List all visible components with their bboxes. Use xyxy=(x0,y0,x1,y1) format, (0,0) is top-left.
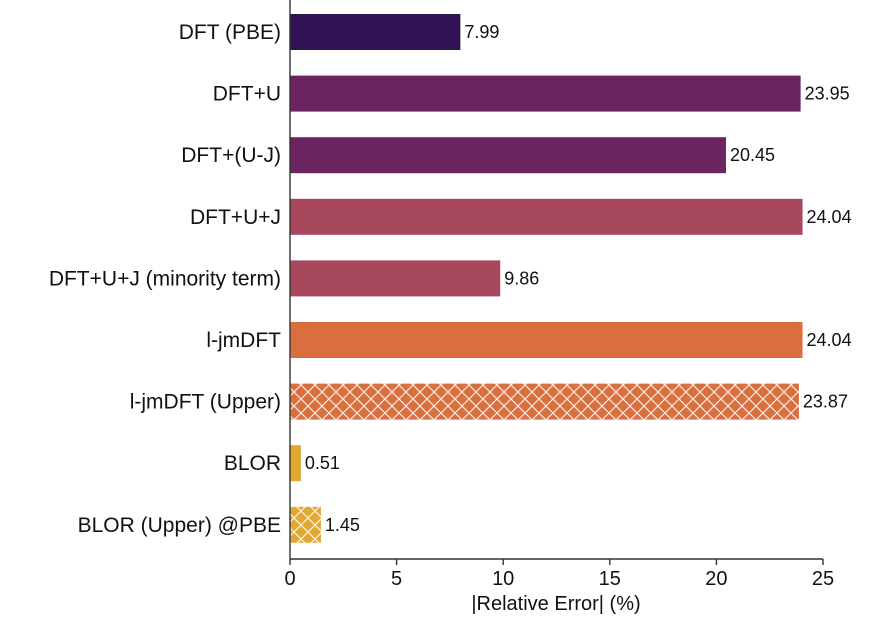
category-label-8: BLOR (Upper) @PBE xyxy=(78,514,281,537)
category-label-6: l-jmDFT (Upper) xyxy=(130,391,281,414)
value-label-2: 20.45 xyxy=(730,145,775,165)
bar-1 xyxy=(290,75,801,112)
value-label-4: 9.86 xyxy=(504,268,539,288)
x-tick-label-4: 20 xyxy=(705,568,727,590)
value-labels: 7.99 23.95 20.45 24.04 9.86 24.04 23.87 0.51 1.4… xyxy=(305,22,852,535)
category-label-5: l-jmDFT xyxy=(206,329,281,352)
category-labels: DFT (PBE) DFT+U DFT+(U-J) DFT+U+J DFT+U+J (m… xyxy=(49,21,281,537)
category-label-3: DFT+U+J xyxy=(190,206,281,229)
category-label-7: BLOR xyxy=(224,452,281,475)
value-label-3: 24.04 xyxy=(807,207,852,227)
value-label-0: 7.99 xyxy=(464,22,499,42)
value-label-5: 24.04 xyxy=(807,330,852,350)
category-label-0: DFT (PBE) xyxy=(179,21,281,44)
x-tick-label-2: 10 xyxy=(492,568,514,590)
value-label-7: 0.51 xyxy=(305,453,340,473)
x-tick-label-3: 15 xyxy=(599,568,621,590)
x-tick-label-1: 5 xyxy=(391,568,402,590)
value-label-1: 23.95 xyxy=(805,84,850,104)
category-label-4: DFT+U+J (minority term) xyxy=(49,267,281,290)
x-axis-title: |Relative Error| (%) xyxy=(471,593,640,615)
x-axis-ticks: 0 5 10 15 20 25 xyxy=(284,559,834,590)
category-label-1: DFT+U xyxy=(213,83,281,106)
x-tick-label-5: 25 xyxy=(812,568,834,590)
bar-8 xyxy=(290,506,321,543)
bar-0 xyxy=(290,14,461,50)
value-label-8: 1.45 xyxy=(325,515,360,535)
bar-6 xyxy=(290,383,799,420)
bars-group xyxy=(290,14,803,543)
bar-2 xyxy=(290,137,726,174)
category-label-2: DFT+(U-J) xyxy=(181,144,281,167)
bar-7 xyxy=(290,445,301,482)
value-label-6: 23.87 xyxy=(803,392,848,412)
bar-5 xyxy=(290,322,803,358)
bar-4 xyxy=(290,260,501,297)
x-tick-label-0: 0 xyxy=(284,568,295,590)
bar-3 xyxy=(290,198,803,235)
